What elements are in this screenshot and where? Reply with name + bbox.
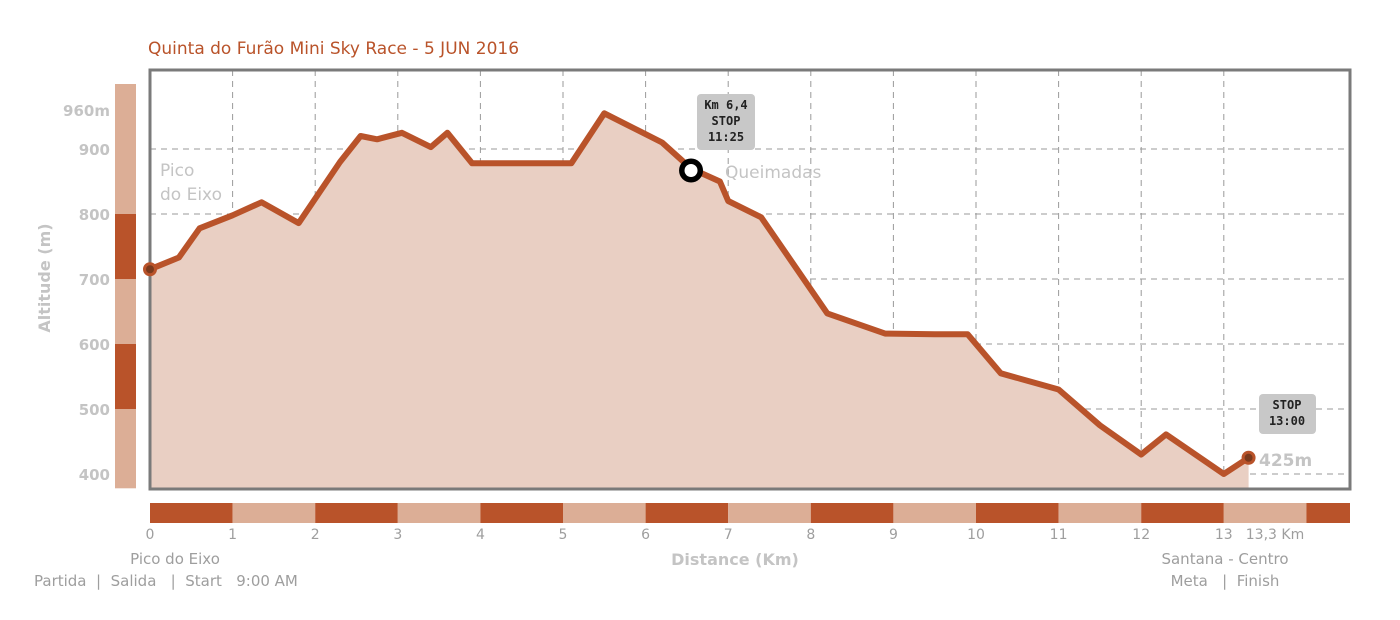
finish-point-marker: [1241, 450, 1256, 465]
y-tick-label: 800: [79, 206, 110, 224]
altitude-band-segment: [115, 279, 136, 344]
y-tick-label: 900: [79, 141, 110, 159]
x-tick-label: 6: [641, 527, 650, 543]
y-tick-label: 960m: [63, 102, 110, 120]
chart-title: Quinta do Furão Mini Sky Race - 5 JUN 20…: [148, 39, 519, 59]
checkpoint-place-label: Queimadas: [725, 163, 822, 183]
x-axis-ticks: 0 1 2 3 4 5 6 7 8 9 10 11 12 13 13,3 Km: [146, 527, 1305, 543]
x-tick-label: 11: [1050, 527, 1068, 543]
altitude-band-segment: [115, 84, 136, 149]
callout-stop: STOP: [712, 114, 741, 128]
x-tick-label: 13,3 Km: [1246, 527, 1304, 543]
distance-band-segment: [1058, 503, 1142, 523]
start-point-marker: [143, 262, 157, 277]
distance-band-segment: [315, 503, 398, 523]
distance-scale-band: [150, 503, 1350, 523]
start-place-label-line2: do Eixo: [160, 185, 222, 205]
elevation-area: [150, 113, 1249, 490]
x-tick-label: 8: [806, 527, 815, 543]
distance-band-segment: [150, 503, 233, 523]
x-tick-label: 13: [1215, 527, 1233, 543]
altitude-band-segment: [115, 409, 136, 474]
x-tick-label: 5: [559, 527, 568, 543]
checkpoint-callout: Km 6,4 STOP 11:25: [697, 94, 755, 150]
finish-altitude-label: 425m: [1259, 451, 1312, 471]
elevation-line: [148, 110, 1251, 477]
callout-time: 11:25: [708, 130, 744, 144]
y-tick-label: 700: [79, 271, 110, 289]
altitude-band-segment: [115, 474, 136, 489]
x-axis-label: Distance (Km): [671, 550, 799, 569]
x-tick-label: 12: [1132, 527, 1150, 543]
checkpoint-marker: [679, 158, 704, 183]
y-axis-label: Altitude (m): [35, 223, 54, 332]
finish-name: Santana - Centro: [1161, 550, 1288, 568]
y-tick-label: 400: [79, 466, 110, 484]
x-tick-label: 2: [311, 527, 320, 543]
start-detail: Partida | Salida | Start 9:00 AM: [34, 572, 298, 590]
start-place-label-line1: Pico: [160, 161, 194, 181]
x-tick-label: 4: [476, 527, 485, 543]
distance-band-segment: [810, 503, 894, 523]
start-name: Pico do Eixo: [130, 550, 220, 568]
distance-band-segment: [563, 503, 646, 523]
altitude-band-segment: [115, 214, 136, 279]
y-axis-ticks: 400 500 600 700 800 900 960m: [63, 102, 110, 484]
distance-band-segment: [728, 503, 811, 523]
finish-detail: Meta | Finish: [1171, 572, 1280, 590]
finish-callout: STOP 13:00: [1259, 394, 1316, 434]
distance-band-segment: [1223, 503, 1307, 523]
x-tick-label: 7: [724, 527, 733, 543]
altitude-band-segment: [115, 344, 136, 409]
distance-band-segment: [397, 503, 481, 523]
y-tick-label: 500: [79, 401, 110, 419]
y-tick-label: 600: [79, 336, 110, 354]
distance-band-segment: [1141, 503, 1224, 523]
x-tick-label: 3: [393, 527, 402, 543]
altitude-band-segment: [115, 149, 136, 214]
x-tick-label: 9: [889, 527, 898, 543]
finish-callout-stop: STOP: [1273, 398, 1302, 412]
finish-callout-time: 13:00: [1269, 414, 1305, 428]
altitude-scale-band: [115, 84, 136, 489]
distance-band-segment: [976, 503, 1059, 523]
callout-km: Km 6,4: [704, 98, 747, 112]
x-tick-label: 0: [146, 527, 155, 543]
distance-band-segment: [893, 503, 976, 523]
distance-band-segment: [1306, 503, 1350, 523]
distance-band-segment: [480, 503, 563, 523]
x-tick-label: 10: [967, 527, 985, 543]
plot-frame: [148, 68, 1352, 491]
x-tick-label: 1: [228, 527, 237, 543]
distance-band-segment: [232, 503, 316, 523]
distance-band-segment: [645, 503, 729, 523]
